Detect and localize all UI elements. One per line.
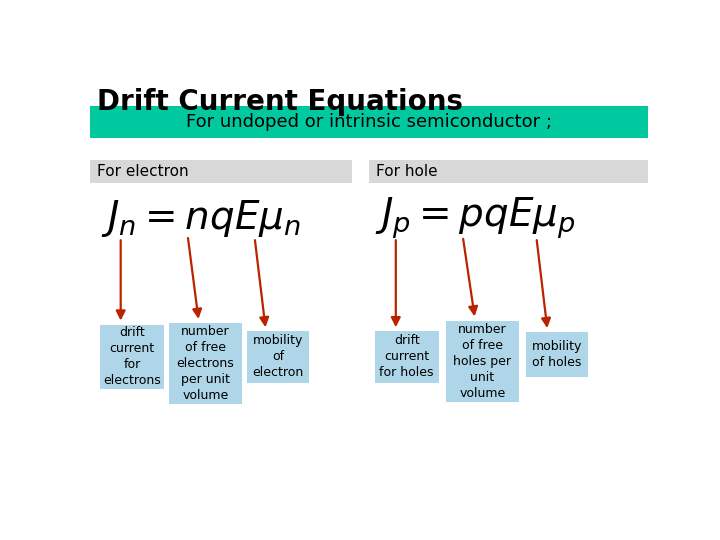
Text: For hole: For hole: [376, 164, 437, 179]
Text: For electron: For electron: [96, 164, 189, 179]
Bar: [90, 106, 648, 138]
Text: $J_p = pqE\mu_p$: $J_p = pqE\mu_p$: [374, 196, 575, 241]
Text: For undoped or intrinsic semiconductor ;: For undoped or intrinsic semiconductor ;: [186, 113, 552, 131]
Bar: [90, 160, 352, 183]
Bar: [100, 325, 164, 389]
Bar: [374, 331, 438, 383]
Bar: [446, 321, 518, 402]
Text: Drift Current Equations: Drift Current Equations: [96, 87, 463, 116]
Text: number
of free
holes per
unit
volume: number of free holes per unit volume: [454, 322, 511, 400]
Bar: [369, 160, 648, 183]
Text: drift
current
for
electrons: drift current for electrons: [103, 326, 161, 387]
Text: mobility
of holes: mobility of holes: [532, 340, 582, 369]
Bar: [248, 331, 309, 383]
Bar: [526, 332, 588, 377]
Text: number
of free
electrons
per unit
volume: number of free electrons per unit volume: [176, 325, 235, 402]
Text: drift
current
for holes: drift current for holes: [379, 334, 434, 380]
Text: mobility
of
electron: mobility of electron: [253, 334, 304, 380]
Text: $J_n = nqE\mu_n$: $J_n = nqE\mu_n$: [101, 198, 301, 239]
Bar: [169, 322, 242, 404]
